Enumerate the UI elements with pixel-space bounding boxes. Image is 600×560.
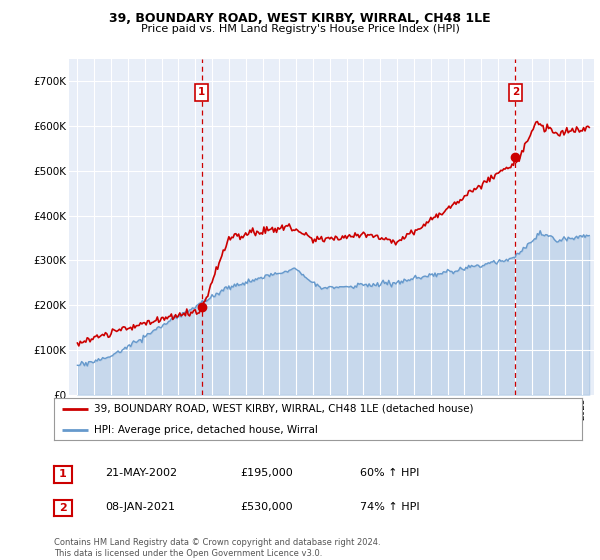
- Text: 1: 1: [59, 469, 67, 479]
- Text: Price paid vs. HM Land Registry's House Price Index (HPI): Price paid vs. HM Land Registry's House …: [140, 24, 460, 34]
- Text: 2: 2: [512, 87, 519, 97]
- Text: £195,000: £195,000: [240, 468, 293, 478]
- Text: 39, BOUNDARY ROAD, WEST KIRBY, WIRRAL, CH48 1LE: 39, BOUNDARY ROAD, WEST KIRBY, WIRRAL, C…: [109, 12, 491, 25]
- Text: 1: 1: [198, 87, 205, 97]
- Text: 2: 2: [59, 503, 67, 513]
- Text: £530,000: £530,000: [240, 502, 293, 512]
- Text: 08-JAN-2021: 08-JAN-2021: [105, 502, 175, 512]
- Text: 74% ↑ HPI: 74% ↑ HPI: [360, 502, 419, 512]
- Text: Contains HM Land Registry data © Crown copyright and database right 2024.
This d: Contains HM Land Registry data © Crown c…: [54, 538, 380, 558]
- Text: 21-MAY-2002: 21-MAY-2002: [105, 468, 177, 478]
- Text: 60% ↑ HPI: 60% ↑ HPI: [360, 468, 419, 478]
- Text: 39, BOUNDARY ROAD, WEST KIRBY, WIRRAL, CH48 1LE (detached house): 39, BOUNDARY ROAD, WEST KIRBY, WIRRAL, C…: [94, 404, 473, 414]
- Text: HPI: Average price, detached house, Wirral: HPI: Average price, detached house, Wirr…: [94, 425, 317, 435]
